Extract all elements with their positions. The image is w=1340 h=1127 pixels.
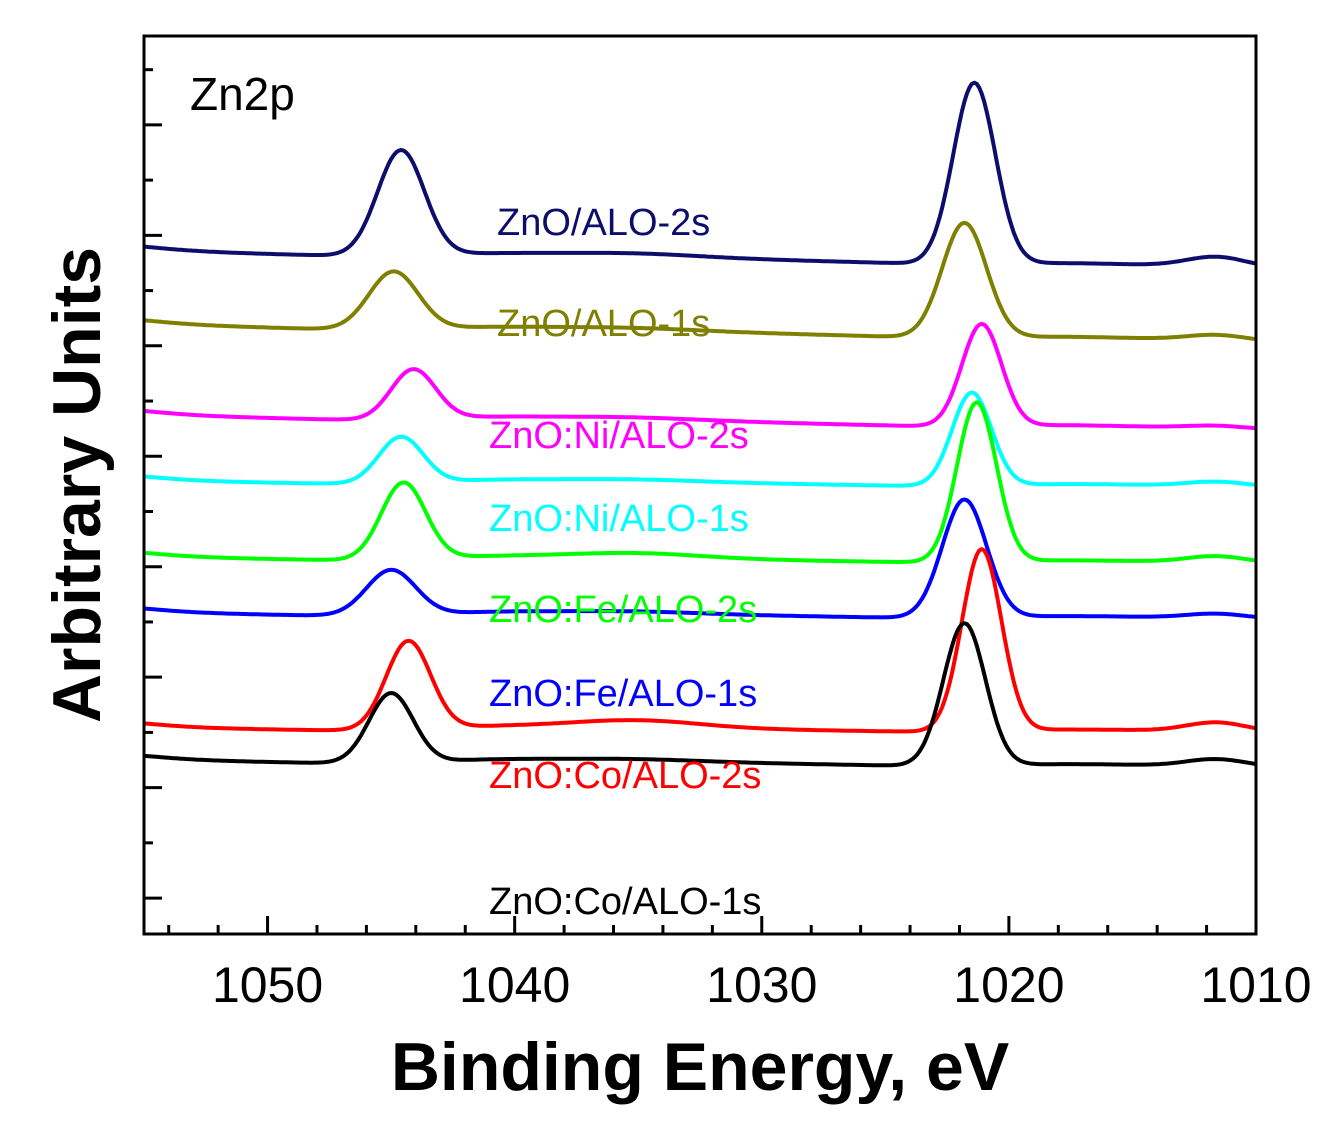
series-line-6 <box>143 547 1257 734</box>
series-label-3: ZnO:Ni/ALO-1s <box>489 498 749 540</box>
x-tick-label: 1020 <box>953 957 1064 1013</box>
x-tick-label: 1030 <box>706 957 817 1013</box>
x-tick-label: 1050 <box>212 957 323 1013</box>
x-tick-label: 1010 <box>1200 957 1311 1013</box>
x-axis-title: Binding Energy, eV <box>391 1029 1009 1105</box>
series-label-1: ZnO/ALO-1s <box>497 303 710 345</box>
y-ticks <box>144 68 162 900</box>
series-label-layer: ZnO/ALO-2s ZnO/ALO-1s ZnO:Ni/ALO-2s ZnO:Ni/… <box>489 202 761 923</box>
x-tick-label: 1040 <box>459 957 570 1013</box>
series-layer <box>143 80 1257 768</box>
series-line-7 <box>143 621 1257 768</box>
plot-frame <box>142 34 1258 936</box>
series-line-3 <box>143 390 1257 488</box>
series-label-2: ZnO:Ni/ALO-2s <box>489 415 749 457</box>
series-label-6: ZnO:Co/ALO-2s <box>489 755 761 797</box>
series-label-0: ZnO/ALO-2s <box>497 202 710 244</box>
series-label-4: ZnO:Fe/ALO-2s <box>489 589 757 631</box>
series-line-0 <box>143 80 1257 267</box>
panel-label: Zn2p <box>190 68 295 120</box>
series-line-5 <box>143 497 1257 620</box>
series-line-1 <box>143 220 1257 342</box>
series-line-4 <box>143 400 1257 564</box>
x-ticks: 1050 1040 1030 1020 1010 <box>167 916 1312 1013</box>
series-label-5: ZnO:Fe/ALO-1s <box>489 673 757 715</box>
series-label-7: ZnO:Co/ALO-1s <box>489 881 761 923</box>
y-axis-title: Arbitrary Units <box>39 247 115 723</box>
series-line-2 <box>143 321 1257 431</box>
